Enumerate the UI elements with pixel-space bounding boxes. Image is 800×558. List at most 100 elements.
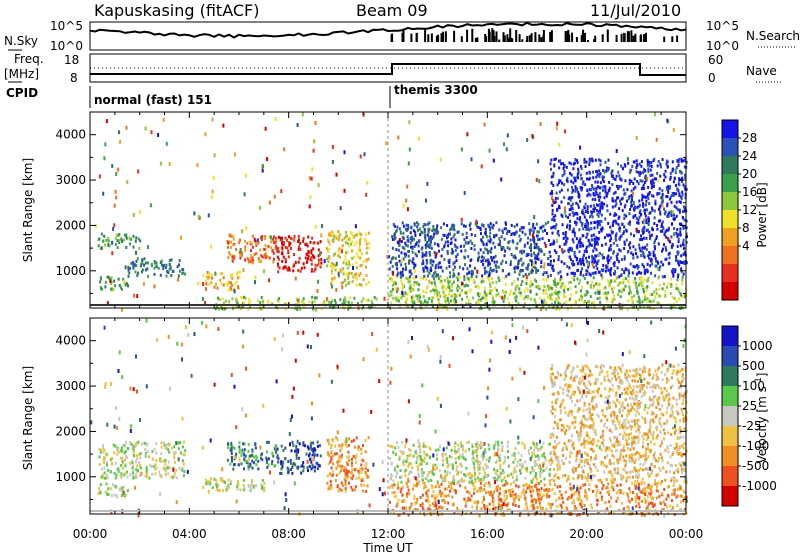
heatmap-cell: [112, 483, 114, 486]
heatmap-cell: [396, 226, 398, 229]
nave-tick-high: 60: [708, 53, 723, 67]
heatmap-cell: [425, 278, 427, 281]
heatmap-cell: [147, 275, 149, 278]
heatmap-cell: [588, 163, 590, 166]
heatmap-cell: [363, 260, 365, 263]
heatmap-cell: [555, 197, 557, 200]
heatmap-cell: [131, 461, 133, 464]
heatmap-cell: [584, 504, 586, 507]
heatmap-cell: [331, 487, 333, 490]
heatmap-cell: [662, 492, 664, 495]
heatmap-cell: [590, 284, 592, 288]
heatmap-cell: [314, 454, 316, 457]
heatmap-cell: [400, 263, 402, 266]
heatmap-cell: [265, 244, 267, 247]
heatmap-cell: [179, 441, 181, 444]
heatmap-cell: [546, 496, 548, 499]
heatmap-cell: [569, 298, 571, 301]
heatmap-cell: [665, 230, 667, 233]
heatmap-cell: [268, 278, 270, 282]
heatmap-cell: [524, 233, 526, 236]
heatmap-cell: [524, 497, 526, 500]
heatmap-cell: [655, 237, 657, 240]
heatmap-cell: [411, 226, 413, 229]
heatmap-cell: [582, 227, 584, 230]
heatmap-cell: [345, 263, 347, 266]
heatmap-cell: [253, 456, 255, 459]
heatmap-cell: [605, 487, 607, 490]
heatmap-cell: [457, 284, 459, 287]
heatmap-cell: [501, 248, 503, 251]
heatmap-cell: [360, 272, 362, 275]
heatmap-cell: [431, 282, 433, 285]
heatmap-cell: [531, 271, 533, 274]
heatmap-cell: [319, 464, 321, 467]
heatmap-cell: [543, 494, 545, 497]
heatmap-cell: [434, 292, 436, 295]
heatmap-cell: [448, 281, 450, 284]
heatmap-cell: [640, 272, 642, 275]
heatmap-cell: [657, 164, 659, 167]
heatmap-cell: [356, 241, 358, 244]
heatmap-cell: [266, 466, 268, 469]
noise-spike: [584, 33, 586, 42]
heatmap-cell: [651, 194, 653, 197]
heatmap-cell: [603, 307, 605, 311]
heatmap-cell: [368, 232, 370, 235]
heatmap-cell: [461, 218, 463, 222]
heatmap-cell: [620, 185, 622, 188]
heatmap-cell: [254, 253, 256, 256]
heatmap-cell: [361, 252, 363, 255]
heatmap-cell: [572, 272, 574, 275]
heatmap-cell: [122, 467, 124, 470]
heatmap-cell: [624, 258, 626, 261]
heatmap-cell: [681, 197, 683, 200]
heatmap-cell: [486, 248, 488, 251]
heatmap-cell: [537, 506, 539, 509]
heatmap-cell: [449, 259, 451, 262]
heatmap-cell: [629, 490, 631, 493]
heatmap-cell: [507, 230, 509, 233]
heatmap-cell: [557, 486, 559, 489]
heatmap-cell: [601, 244, 603, 247]
heatmap-cell: [140, 467, 142, 470]
heatmap-cell: [354, 468, 356, 471]
freq-label-2: [MHz]: [4, 67, 39, 81]
heatmap-cell: [409, 275, 411, 278]
heatmap-cell: [623, 492, 625, 495]
heatmap-cell: [435, 505, 437, 508]
heatmap-cell: [174, 472, 176, 475]
heatmap-cell: [568, 197, 570, 200]
heatmap-cell: [566, 301, 568, 304]
heatmap-cell: [343, 469, 345, 472]
heatmap-cell: [347, 242, 349, 245]
heatmap-cell: [100, 483, 102, 486]
heatmap-cell: [112, 227, 114, 231]
heatmap-cell: [504, 250, 506, 253]
heatmap-cell: [231, 460, 233, 463]
heatmap-cell: [453, 228, 455, 231]
heatmap-cell: [139, 457, 141, 460]
heatmap-cell: [457, 278, 459, 281]
heatmap-cell: [268, 245, 270, 248]
noise-spike: [475, 38, 477, 42]
heatmap-cell: [541, 487, 543, 490]
heatmap-cell: [544, 285, 546, 288]
heatmap-cell: [409, 148, 411, 152]
heatmap-cell: [521, 250, 523, 253]
heatmap-cell: [567, 288, 569, 291]
heatmap-cell: [674, 205, 676, 208]
heatmap-cell: [617, 253, 619, 256]
heatmap-cell: [672, 170, 674, 173]
heatmap-cell: [437, 231, 439, 234]
heatmap-cell: [337, 230, 339, 233]
heatmap-cell: [546, 271, 548, 274]
heatmap-cell: [604, 501, 606, 504]
heatmap-cell: [632, 192, 634, 196]
heatmap-cell: [678, 192, 680, 195]
heatmap-cell: [580, 186, 582, 189]
heatmap-cell: [662, 203, 664, 207]
heatmap-cell: [563, 171, 565, 174]
heatmap-cell: [574, 491, 576, 494]
heatmap-cell: [561, 260, 563, 263]
